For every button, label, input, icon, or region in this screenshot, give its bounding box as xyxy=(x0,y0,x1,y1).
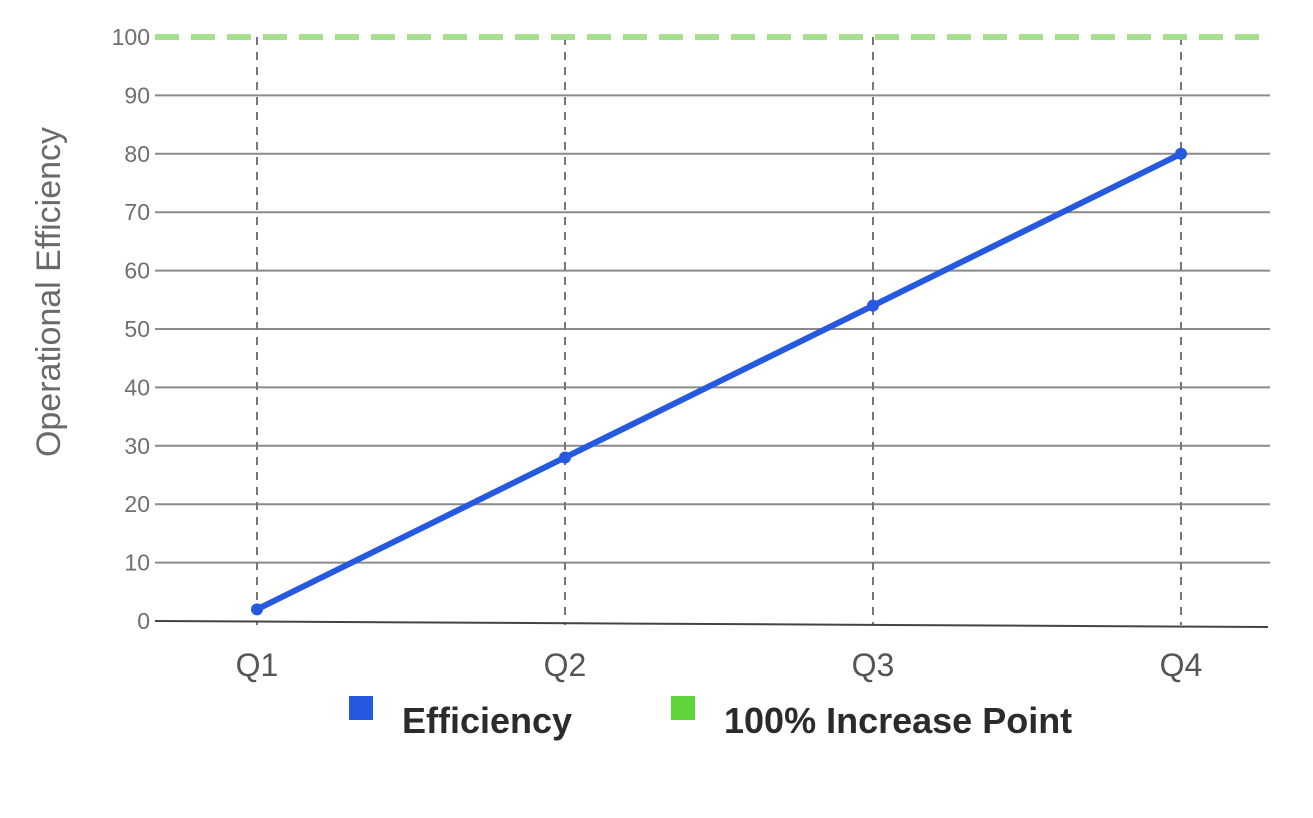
vertical-gridlines xyxy=(256,37,1182,625)
legend: Efficiency 100% Increase Point xyxy=(349,696,1072,741)
y-axis-tick-labels: 0 10 20 30 40 50 60 70 80 90 100 xyxy=(112,24,150,634)
legend-label: Efficiency xyxy=(402,700,572,741)
x-tick-label: Q1 xyxy=(236,647,279,683)
horizontal-gridlines xyxy=(155,94,1270,564)
data-point xyxy=(559,451,571,464)
y-tick-label: 30 xyxy=(124,433,150,459)
data-point xyxy=(251,603,263,616)
legend-swatch xyxy=(671,696,695,720)
y-tick-label: 90 xyxy=(124,82,150,108)
x-tick-label: Q3 xyxy=(852,647,895,683)
legend-swatch xyxy=(349,696,373,720)
y-tick-label: 60 xyxy=(124,258,150,284)
y-tick-label: 80 xyxy=(124,141,150,167)
y-axis-title: Operational Efficiency xyxy=(30,127,68,457)
y-tick-label: 50 xyxy=(124,316,150,342)
series-line-efficiency xyxy=(254,150,1184,613)
data-point xyxy=(867,299,879,312)
legend-label: 100% Increase Point xyxy=(724,700,1072,741)
data-point xyxy=(1175,147,1187,160)
x-axis-line xyxy=(154,620,1269,628)
x-tick-label: Q2 xyxy=(544,647,587,683)
x-tick-label: Q4 xyxy=(1160,647,1203,683)
y-tick-label: 70 xyxy=(124,199,150,225)
y-tick-label: 100 xyxy=(112,24,150,50)
x-axis-tick-labels: Q1 Q2 Q3 Q4 xyxy=(236,647,1203,683)
y-tick-label: 0 xyxy=(137,608,150,634)
y-tick-label: 10 xyxy=(124,550,150,576)
y-tick-label: 40 xyxy=(124,374,150,400)
series-group xyxy=(251,147,1187,616)
y-tick-label: 20 xyxy=(124,491,150,517)
